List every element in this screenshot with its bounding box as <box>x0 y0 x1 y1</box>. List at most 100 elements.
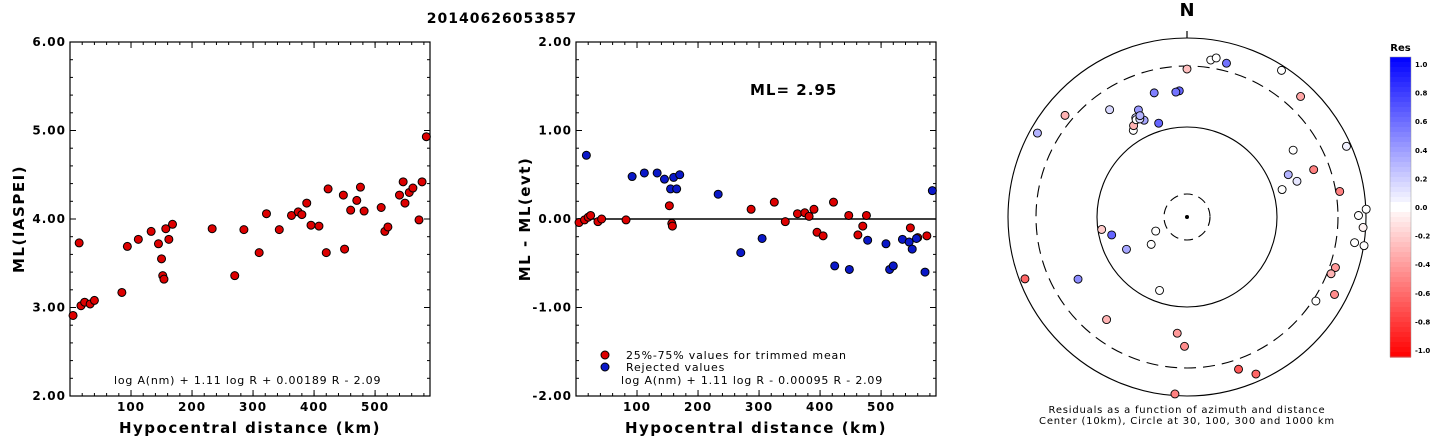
station-marker <box>1326 269 1336 279</box>
station-marker <box>1155 285 1164 295</box>
colorbar-tick-label: -0.4 <box>1415 261 1430 269</box>
data-point <box>359 206 369 216</box>
accepted-point <box>804 211 814 221</box>
colorbar-tick-label: 0.6 <box>1415 118 1428 126</box>
accepted-point <box>769 197 779 207</box>
colorbar-segment <box>1390 307 1411 313</box>
colorbar-segment <box>1390 317 1411 323</box>
accepted-point <box>828 197 838 207</box>
data-point <box>153 239 163 249</box>
station-marker <box>1060 110 1070 120</box>
colorbar-frame <box>1389 56 1412 358</box>
station-marker <box>1032 128 1042 138</box>
colorbar-segment <box>1390 62 1411 68</box>
rejected-point <box>927 186 937 196</box>
accepted-point <box>746 204 756 214</box>
accepted-point <box>905 223 915 233</box>
colorbar-segment <box>1390 157 1411 163</box>
data-point <box>89 295 99 305</box>
accepted-point <box>621 215 631 225</box>
y-tick-label: 1.00 <box>538 124 572 138</box>
rejected-point <box>627 172 637 182</box>
residual-vs-distance-chart: -2.00 -1.00 0.00 1.00 2.00 100 200 300 400 500 Hyp… <box>516 35 937 437</box>
colorbar-segment <box>1390 97 1411 103</box>
data-point <box>355 182 365 192</box>
colorbar-segment <box>1390 182 1411 188</box>
colorbar-segment <box>1390 67 1411 73</box>
data-point <box>261 209 271 219</box>
station-marker <box>1277 185 1287 195</box>
data-point <box>239 225 249 235</box>
colorbar-segment <box>1390 217 1411 223</box>
station-marker <box>1105 105 1115 115</box>
colorbar-segment <box>1390 202 1411 208</box>
station-marker <box>1172 328 1182 338</box>
colorbar-tick-label: -1.0 <box>1415 347 1430 355</box>
rejected-point <box>659 174 669 184</box>
colorbar-segment <box>1390 147 1411 153</box>
station-marker <box>1135 111 1145 121</box>
x-tick-label: 100 <box>117 400 145 414</box>
rejected-point <box>639 168 649 178</box>
station-marker <box>1330 263 1340 272</box>
station-marker <box>1170 389 1180 399</box>
data-point <box>168 219 178 229</box>
rejected-point <box>911 233 921 243</box>
accepted-point <box>858 221 868 231</box>
colorbar-segment <box>1390 282 1411 288</box>
data-point <box>414 215 424 225</box>
station-marker <box>1335 186 1345 196</box>
colorbar-segment <box>1390 267 1411 273</box>
colorbar-segment <box>1390 197 1411 203</box>
station-marker <box>1020 274 1030 284</box>
data-point <box>74 238 84 248</box>
y-tick-label: 6.00 <box>32 35 66 49</box>
data-point <box>297 210 307 220</box>
colorbar-segment <box>1390 107 1411 113</box>
x-tick-label: 400 <box>300 400 328 414</box>
station-marker <box>1358 223 1368 232</box>
colorbar-segment <box>1390 57 1411 63</box>
colorbar-segment <box>1390 302 1411 308</box>
station-marker <box>1251 369 1261 379</box>
y-tick-label: 5.00 <box>32 124 66 138</box>
station-marker <box>1350 238 1360 248</box>
station-marker <box>1171 87 1181 97</box>
data-point <box>157 254 167 264</box>
accepted-point <box>664 201 674 211</box>
station-marker <box>1222 58 1231 68</box>
data-point <box>338 190 348 200</box>
station-marker <box>1330 289 1339 299</box>
station-marker <box>1073 274 1083 284</box>
colorbar-segment <box>1390 347 1411 353</box>
x-axis-title: Hypocentral distance (km) <box>119 419 381 437</box>
data-point <box>68 310 78 320</box>
colorbar-segment <box>1390 77 1411 83</box>
x-tick-label: 500 <box>867 400 895 414</box>
y-tick-label: -1.00 <box>532 301 572 315</box>
x-tick-label: 400 <box>806 400 834 414</box>
colorbar-segment <box>1390 327 1411 333</box>
colorbar-segment <box>1390 322 1411 328</box>
colorbar-tick-label: -0.8 <box>1415 318 1430 326</box>
colorbar-segment <box>1390 212 1411 218</box>
model-formula: log A(nm) + 1.11 log R + 0.00189 R - 2.0… <box>114 374 381 387</box>
data-point <box>417 177 427 187</box>
colorbar-tick-label: 0.0 <box>1415 204 1428 212</box>
y-tick-label: 3.00 <box>32 301 66 315</box>
accepted-point <box>818 231 828 241</box>
rejected-point <box>581 150 591 160</box>
accepted-point <box>780 217 790 227</box>
rejected-point <box>672 184 682 194</box>
data-point <box>376 202 386 212</box>
colorbar-segment <box>1390 72 1411 78</box>
colorbar-segment <box>1390 247 1411 253</box>
station-marker <box>1146 239 1156 249</box>
colorbar-segment <box>1390 187 1411 193</box>
map-caption-line: Residuals as a function of azimuth and d… <box>1049 405 1326 416</box>
colorbar-segment <box>1390 177 1411 183</box>
colorbar-tick-label: 0.4 <box>1415 147 1428 155</box>
y-axis-title: ML(IASPEI) <box>10 165 28 273</box>
north-label: N <box>1179 0 1194 21</box>
